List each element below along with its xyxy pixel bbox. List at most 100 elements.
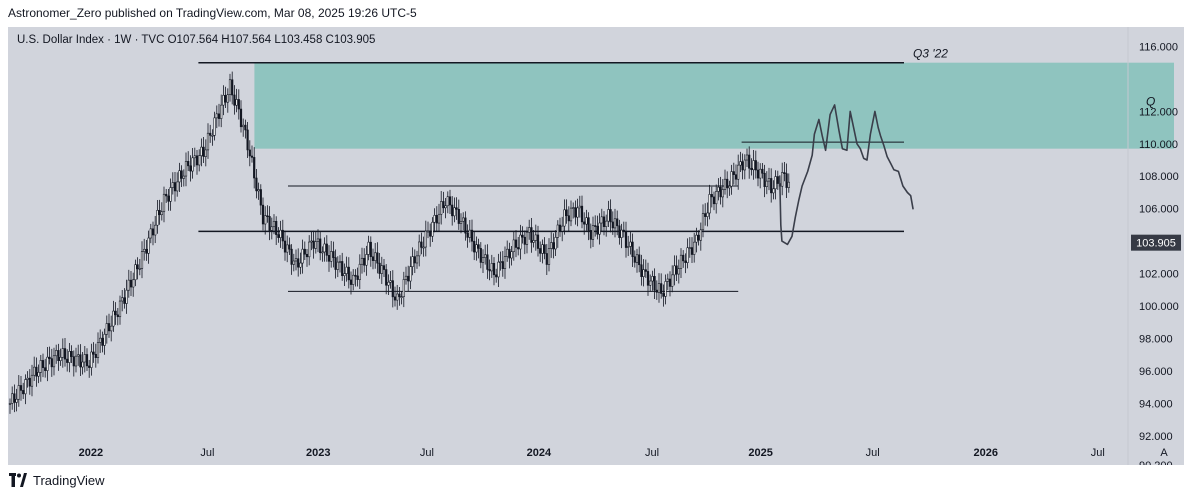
- candle[interactable]: [565, 199, 568, 224]
- candle[interactable]: [66, 349, 69, 372]
- candle[interactable]: [558, 217, 562, 237]
- candle[interactable]: [512, 231, 515, 261]
- candle[interactable]: [596, 215, 599, 240]
- candle[interactable]: [275, 216, 278, 246]
- candle[interactable]: [550, 232, 553, 258]
- candle[interactable]: [334, 249, 337, 279]
- candle[interactable]: [539, 241, 542, 262]
- candle[interactable]: [156, 199, 159, 234]
- candle[interactable]: [477, 238, 480, 259]
- candle[interactable]: [79, 344, 82, 377]
- candle[interactable]: [336, 256, 339, 278]
- candle[interactable]: [107, 313, 111, 338]
- candle[interactable]: [233, 85, 236, 115]
- candle[interactable]: [11, 386, 14, 410]
- candle[interactable]: [330, 240, 333, 268]
- candle[interactable]: [415, 250, 419, 269]
- candle[interactable]: [202, 137, 205, 163]
- candle[interactable]: [598, 213, 601, 245]
- candle[interactable]: [519, 224, 522, 260]
- candle[interactable]: [116, 307, 119, 326]
- candle[interactable]: [675, 255, 678, 282]
- candle[interactable]: [543, 237, 546, 260]
- candle[interactable]: [279, 220, 282, 248]
- candle[interactable]: [63, 338, 67, 367]
- candle[interactable]: [444, 198, 447, 219]
- candle[interactable]: [206, 123, 210, 159]
- candle[interactable]: [393, 286, 397, 307]
- candle[interactable]: [611, 211, 614, 235]
- candle[interactable]: [644, 259, 647, 278]
- candle[interactable]: [510, 245, 513, 266]
- candle[interactable]: [655, 280, 658, 300]
- candle[interactable]: [653, 268, 656, 300]
- candle[interactable]: [110, 315, 113, 342]
- candle[interactable]: [44, 358, 47, 378]
- candle[interactable]: [635, 248, 639, 273]
- candle[interactable]: [424, 220, 427, 257]
- candle[interactable]: [13, 384, 16, 413]
- candle[interactable]: [101, 331, 104, 353]
- candle[interactable]: [224, 86, 227, 109]
- candle[interactable]: [297, 248, 300, 277]
- candle[interactable]: [517, 236, 520, 256]
- candle[interactable]: [609, 199, 612, 233]
- candle[interactable]: [563, 199, 566, 235]
- candle[interactable]: [242, 118, 245, 137]
- candle[interactable]: [521, 226, 524, 244]
- candle[interactable]: [422, 236, 425, 257]
- candle[interactable]: [193, 147, 196, 167]
- candle[interactable]: [554, 230, 557, 256]
- candle[interactable]: [600, 208, 603, 232]
- candle[interactable]: [631, 233, 634, 267]
- candle[interactable]: [312, 230, 315, 259]
- candle[interactable]: [160, 202, 163, 221]
- candle[interactable]: [261, 197, 265, 231]
- candle[interactable]: [68, 343, 71, 373]
- candle[interactable]: [629, 232, 632, 255]
- candle[interactable]: [253, 147, 256, 189]
- candle[interactable]: [165, 189, 168, 203]
- candle[interactable]: [561, 216, 564, 242]
- candle[interactable]: [552, 233, 555, 259]
- candle[interactable]: [305, 248, 309, 267]
- candle[interactable]: [730, 164, 733, 195]
- candle[interactable]: [646, 262, 650, 296]
- candle[interactable]: [728, 180, 731, 196]
- candle[interactable]: [191, 148, 194, 179]
- candle[interactable]: [35, 357, 38, 387]
- candle[interactable]: [418, 234, 421, 267]
- candle[interactable]: [719, 176, 722, 205]
- candle[interactable]: [475, 236, 478, 261]
- candle[interactable]: [690, 237, 694, 264]
- candle[interactable]: [149, 223, 152, 244]
- candle[interactable]: [173, 172, 177, 202]
- candle[interactable]: [70, 345, 73, 364]
- candle[interactable]: [39, 354, 42, 382]
- candle[interactable]: [503, 246, 507, 279]
- candle[interactable]: [712, 191, 716, 211]
- candle[interactable]: [187, 151, 190, 172]
- candle[interactable]: [770, 168, 773, 203]
- candle[interactable]: [72, 350, 75, 377]
- candle[interactable]: [605, 214, 608, 237]
- candle[interactable]: [589, 223, 592, 249]
- auto-scale-button[interactable]: A: [1154, 443, 1174, 461]
- candle[interactable]: [360, 247, 364, 274]
- candle[interactable]: [17, 375, 20, 407]
- candle[interactable]: [473, 231, 476, 261]
- candle[interactable]: [492, 257, 496, 286]
- candle[interactable]: [85, 348, 89, 372]
- candle[interactable]: [94, 343, 97, 368]
- candle[interactable]: [640, 254, 643, 286]
- candle[interactable]: [281, 219, 284, 250]
- candle[interactable]: [567, 206, 570, 232]
- candle[interactable]: [442, 191, 445, 214]
- candle[interactable]: [781, 162, 784, 196]
- candle[interactable]: [310, 232, 313, 251]
- candle[interactable]: [723, 169, 727, 195]
- candle[interactable]: [162, 186, 166, 223]
- candle[interactable]: [321, 246, 324, 262]
- candle[interactable]: [440, 190, 443, 225]
- candlestick-chart[interactable]: Q3 '22 Q 116.000 112.000 110.000 108.000 106.…: [8, 27, 1184, 472]
